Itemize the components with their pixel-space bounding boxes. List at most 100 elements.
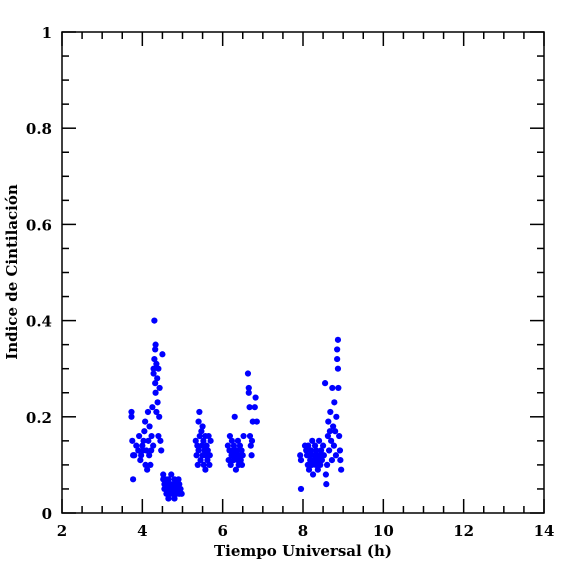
data-point — [150, 365, 157, 372]
x-tick-label: 2 — [57, 522, 67, 540]
data-point — [322, 471, 329, 478]
data-point — [198, 428, 205, 435]
data-point — [176, 481, 183, 488]
data-point — [206, 452, 213, 459]
data-point — [334, 365, 342, 372]
data-point — [231, 413, 238, 420]
data-point — [128, 413, 135, 420]
data-point — [195, 418, 202, 425]
data-point — [151, 355, 158, 363]
data-point — [245, 384, 252, 392]
data-point — [152, 389, 159, 396]
data-point — [324, 432, 332, 440]
data-point — [156, 384, 163, 392]
data-point — [204, 447, 211, 454]
data-point — [142, 418, 149, 425]
data-point — [204, 456, 211, 464]
data-point — [246, 432, 254, 440]
data-point — [321, 380, 329, 387]
data-point — [248, 437, 256, 444]
data-point — [131, 452, 138, 459]
data-point — [155, 365, 162, 372]
data-point — [239, 452, 246, 459]
data-point — [334, 346, 341, 353]
data-point — [336, 447, 344, 454]
data-point — [226, 432, 233, 440]
data-point — [326, 428, 334, 435]
data-point — [141, 428, 148, 435]
data-point — [200, 437, 207, 444]
data-point — [324, 461, 331, 468]
data-point — [129, 476, 137, 483]
data-point — [154, 375, 161, 382]
data-point — [137, 456, 144, 464]
data-point — [318, 456, 325, 464]
data-point — [138, 452, 145, 459]
data-point — [325, 418, 332, 425]
y-tick-label: 0.6 — [26, 216, 52, 234]
data-point — [143, 447, 150, 454]
data-point — [323, 481, 330, 488]
data-point — [334, 336, 342, 343]
data-point — [244, 370, 252, 377]
data-point — [168, 471, 175, 478]
data-point — [152, 346, 159, 353]
data-point — [234, 437, 242, 444]
y-tick-label: 0.8 — [26, 120, 52, 138]
data-point — [326, 447, 333, 454]
data-point — [320, 452, 327, 459]
data-point — [238, 461, 246, 468]
data-point — [205, 432, 212, 440]
data-point — [153, 360, 160, 367]
data-point — [155, 432, 162, 440]
data-point — [227, 461, 234, 468]
data-point — [309, 471, 317, 478]
data-point — [224, 442, 231, 449]
data-point — [148, 432, 155, 440]
data-point — [207, 437, 214, 444]
data-point — [333, 413, 340, 420]
data-point — [177, 485, 184, 493]
data-point — [309, 437, 316, 444]
axis-tick-labels: 2 4 6 8 10 12 14 0 0.2 0.4 0.6 0.8 1 — [26, 24, 555, 540]
data-point — [148, 447, 155, 454]
data-point — [153, 408, 160, 416]
data-point — [150, 370, 157, 377]
data-point — [171, 495, 178, 502]
data-point — [133, 442, 140, 449]
data-point — [165, 476, 172, 483]
data-point — [328, 437, 335, 444]
data-point — [135, 447, 142, 454]
data-point — [175, 476, 182, 483]
data-point — [332, 452, 340, 459]
data-point — [142, 461, 149, 468]
x-tick-label: 4 — [137, 522, 147, 540]
data-point — [154, 399, 161, 406]
data-point — [225, 456, 232, 464]
data-point — [139, 442, 146, 449]
x-tick-label: 8 — [298, 522, 308, 540]
data-point — [247, 442, 254, 449]
data-point — [160, 471, 167, 478]
y-tick-label: 0.4 — [26, 313, 52, 331]
data-point — [157, 437, 164, 444]
data-point — [195, 447, 202, 454]
data-point — [178, 490, 185, 497]
y-axis-label: Indice de Cintilación — [3, 184, 21, 360]
data-point — [237, 456, 244, 464]
data-point — [151, 317, 158, 324]
data-point — [238, 447, 245, 454]
data-points — [128, 317, 345, 502]
data-point — [129, 437, 136, 444]
data-point — [159, 351, 166, 358]
data-point — [245, 389, 252, 396]
data-point — [313, 447, 320, 454]
data-point — [165, 495, 172, 502]
data-point — [248, 452, 255, 459]
axis-ticks — [61, 31, 545, 514]
data-point — [338, 466, 345, 473]
data-point — [146, 423, 153, 430]
data-point — [228, 437, 236, 444]
data-point — [330, 423, 337, 430]
